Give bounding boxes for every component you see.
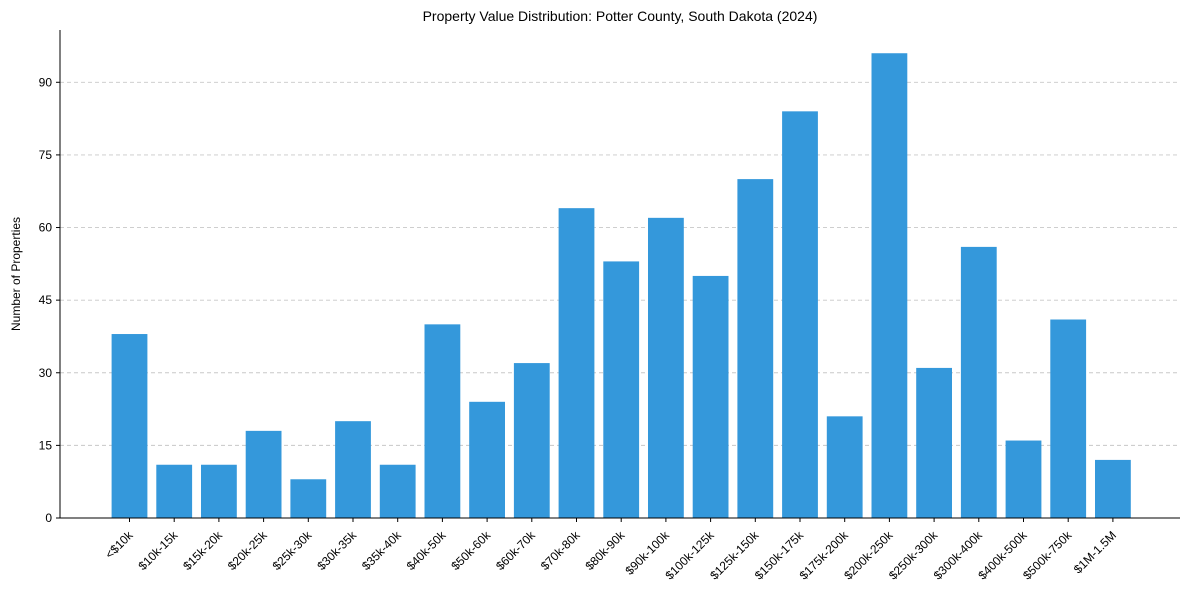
bar: [648, 217, 684, 519]
bar: [469, 401, 505, 518]
bar: [111, 334, 148, 518]
y-tick-label: 15: [39, 438, 53, 452]
y-axis-label: Number of Properties: [9, 217, 23, 331]
y-tick-label: 75: [39, 148, 53, 162]
y-tick-label: 30: [39, 366, 53, 380]
chart-title: Property Value Distribution: Potter Coun…: [423, 8, 818, 24]
bar: [916, 367, 952, 518]
bar: [826, 416, 863, 518]
bar: [290, 479, 327, 518]
bar: [156, 464, 193, 518]
bar: [201, 464, 237, 518]
bar: [558, 208, 595, 518]
bar: [379, 464, 416, 518]
bar: [737, 179, 774, 518]
x-tick-label: $500k-750k: [1020, 528, 1075, 583]
x-tick-label: $40k-50k: [404, 528, 450, 574]
x-tick-label: $15k-20k: [180, 528, 226, 574]
y-tick-label: 45: [39, 293, 53, 307]
x-tick-label: $60k-70k: [493, 528, 539, 574]
x-tick-label: <$10k: [102, 528, 136, 562]
x-tick-label: $25k-30k: [270, 528, 316, 574]
bar: [871, 53, 908, 518]
bar: [1050, 319, 1087, 518]
bar: [960, 246, 997, 518]
y-ticks: 0 15 30 45 60 75 90: [39, 75, 60, 525]
x-tick-label: $35k-40k: [359, 528, 405, 574]
x-tick-label: $1M-1.5M: [1071, 528, 1119, 576]
x-tick-label: $80k-90k: [583, 528, 629, 574]
y-tick-label: 0: [45, 511, 52, 525]
bar: [424, 324, 461, 518]
bar: [335, 421, 371, 518]
x-ticks: <$10k $10k-15k $15k-20k $20k-25k $25k-30k $30…: [102, 518, 1119, 582]
x-tick-label: $70k-80k: [538, 528, 584, 574]
bar: [782, 111, 818, 518]
x-tick-label: $10k-15k: [136, 528, 182, 574]
bar: [1095, 459, 1131, 518]
y-tick-label: 90: [39, 75, 53, 89]
bar: [603, 261, 640, 518]
bars: [111, 53, 1131, 519]
y-tick-label: 60: [39, 221, 53, 235]
bar: [1005, 440, 1042, 518]
axes: [59, 30, 1180, 519]
x-tick-label: $30k-35k: [314, 528, 360, 574]
x-tick-label: $20k-25k: [225, 528, 271, 574]
x-tick-label: $50k-60k: [448, 528, 494, 574]
bar: [513, 363, 550, 518]
bar: [245, 430, 282, 518]
bar: [692, 275, 729, 518]
